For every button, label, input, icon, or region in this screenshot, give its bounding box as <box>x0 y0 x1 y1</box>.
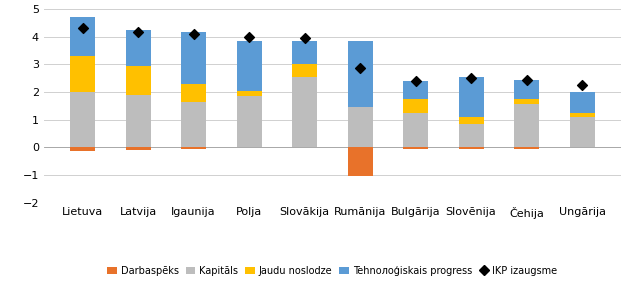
Bar <box>292 143 317 147</box>
Bar <box>70 92 95 147</box>
Bar <box>125 147 150 150</box>
Bar <box>403 81 428 99</box>
Bar <box>458 124 483 147</box>
Bar <box>236 91 261 96</box>
Bar <box>125 30 150 66</box>
Bar <box>181 84 206 102</box>
Bar <box>458 117 483 124</box>
Bar <box>292 41 317 64</box>
Bar <box>70 56 95 92</box>
Bar <box>514 99 539 104</box>
Bar <box>181 147 206 149</box>
Point <box>466 76 476 80</box>
Point <box>355 66 365 71</box>
Bar <box>236 41 261 91</box>
Bar <box>458 77 483 117</box>
Bar <box>181 102 206 147</box>
Bar <box>403 99 428 113</box>
Bar <box>569 92 594 113</box>
Point <box>522 77 532 82</box>
Bar <box>569 113 594 117</box>
Bar <box>514 104 539 147</box>
Point <box>244 34 254 39</box>
Point <box>411 78 421 83</box>
Bar <box>347 147 372 176</box>
Bar <box>236 142 261 147</box>
Bar <box>70 17 95 56</box>
Bar <box>125 95 150 147</box>
Bar <box>292 77 317 147</box>
Bar <box>514 147 539 149</box>
Bar <box>236 96 261 147</box>
Bar <box>403 147 428 149</box>
Bar <box>569 117 594 147</box>
Bar <box>514 80 539 99</box>
Bar <box>347 107 372 147</box>
Bar <box>347 41 372 107</box>
Point <box>577 83 587 87</box>
Bar <box>292 64 317 77</box>
Bar <box>125 66 150 95</box>
Bar <box>458 147 483 149</box>
Point <box>300 36 310 41</box>
Point <box>78 26 88 31</box>
Bar <box>181 32 206 84</box>
Point <box>189 32 199 36</box>
Legend: Darbaspēks, Kapitāls, Jaudu noslodze, Tehnoлоģiskais progress, IKP izaugsme: Darbaspēks, Kapitāls, Jaudu noslodze, Te… <box>103 262 561 280</box>
Bar <box>569 143 594 147</box>
Bar <box>70 147 95 151</box>
Bar <box>403 113 428 147</box>
Point <box>133 30 143 35</box>
